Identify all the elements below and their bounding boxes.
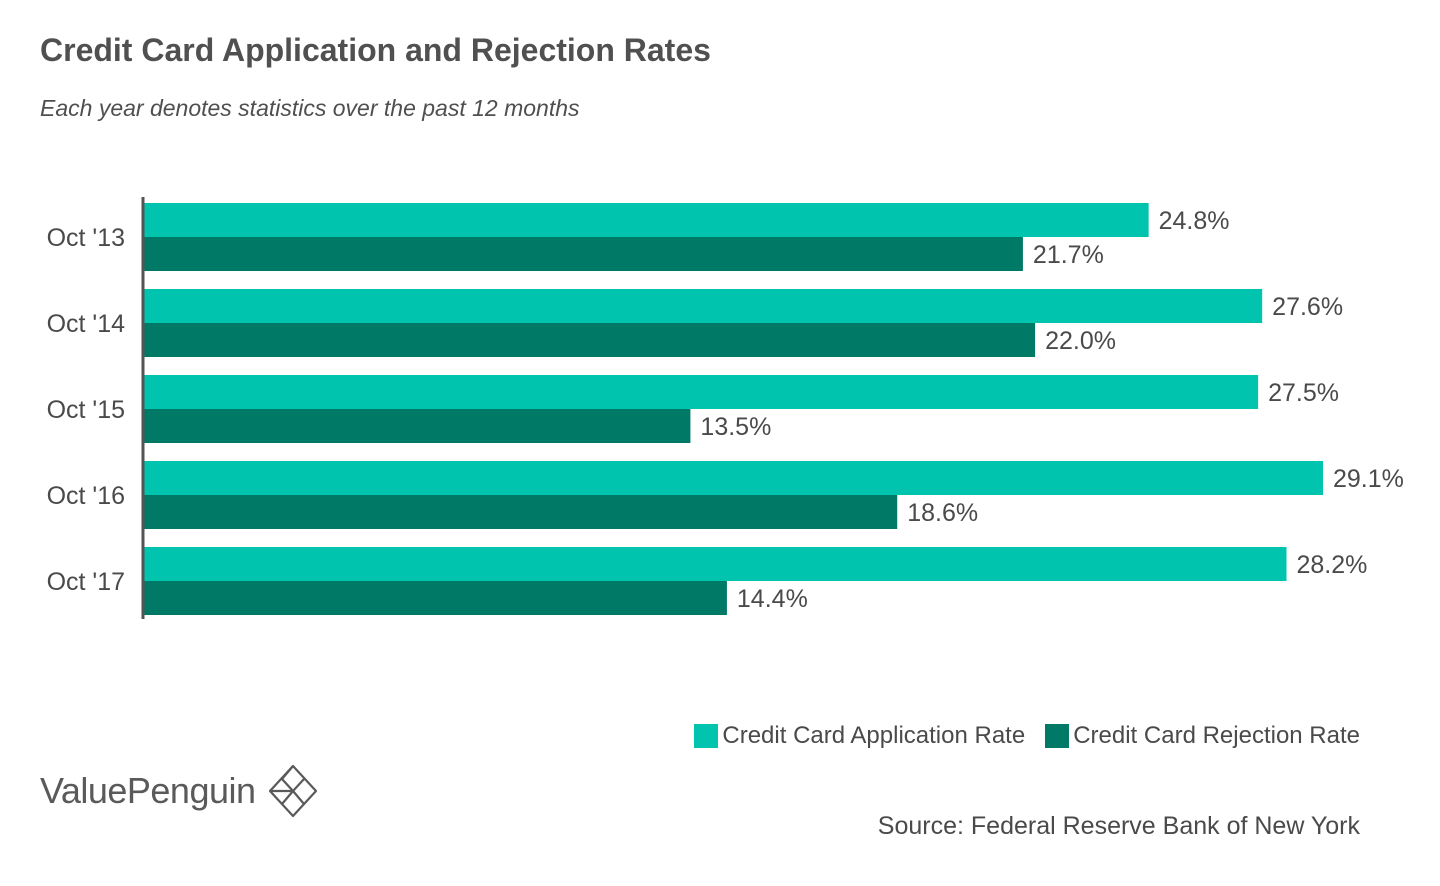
category-label: Oct '13 [47,224,125,252]
bar-rejection [143,237,1023,271]
data-label: 22.0% [1045,327,1116,355]
chart-subtitle: Each year denotes statistics over the pa… [40,95,580,121]
chart-title: Credit Card Application and Rejection Ra… [40,32,711,68]
data-label: 29.1% [1333,465,1404,493]
bar-rejection [143,409,691,443]
legend-item-rejection: Credit Card Rejection Rate [1045,722,1360,750]
diamond-logo-icon [268,764,317,818]
chart-legend: Credit Card Application Rate Credit Card… [694,722,1360,750]
category-label: Oct '17 [47,568,125,596]
bar-rejection [143,495,898,529]
bar-application [143,375,1259,409]
category-label: Oct '14 [47,310,126,338]
legend-swatch-rejection [1045,724,1070,748]
data-label: 14.4% [737,585,808,613]
bar-application [143,547,1287,581]
bar-rejection [143,581,727,615]
legend-label-rejection: Credit Card Rejection Rate [1073,722,1360,749]
category-label: Oct '15 [47,396,125,424]
data-label: 28.2% [1297,551,1368,579]
data-label: 18.6% [907,499,978,527]
bar-application [143,203,1149,237]
bar-rejection [143,323,1036,357]
data-label: 21.7% [1033,241,1104,269]
legend-item-application: Credit Card Application Rate [694,722,1025,750]
data-label: 27.6% [1272,293,1343,321]
data-label: 13.5% [700,413,771,441]
bar-application [143,461,1323,495]
source-note: Source: Federal Reserve Bank of New York [877,812,1360,840]
bar-application [143,289,1263,323]
data-label: 24.8% [1159,207,1230,235]
data-label: 27.5% [1268,379,1339,407]
legend-label-application: Credit Card Application Rate [722,722,1026,749]
category-label: Oct '16 [47,482,125,510]
brand-logo: ValuePenguin [40,764,318,818]
brand-name: ValuePenguin [40,770,256,811]
legend-swatch-application [694,724,719,748]
